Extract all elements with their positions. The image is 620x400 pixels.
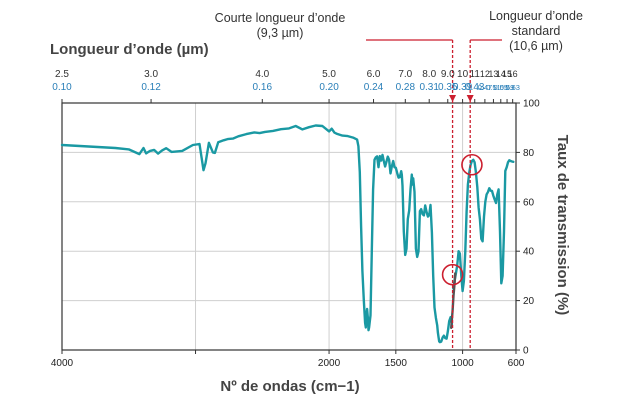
x-tick-label: 4000 [51,358,74,369]
top-tick-um-label: 3.0 [144,69,158,80]
y-tick-label: 80 [523,148,535,159]
grid [62,103,516,350]
top-tick-inv-label: 0.55 [493,83,508,92]
top-tick-um-label: 13 [488,69,498,79]
marker-label-1: standard [512,24,561,38]
y-tick-label: 40 [523,247,535,258]
top-tick-um-label: 15 [502,69,512,79]
spectrum-line-0 [60,124,454,344]
y-axis-title: Taux de transmission (%) [554,135,571,316]
top-tick-inv-label: 0.59 [500,83,515,92]
top-tick-um-label: 6.0 [367,69,381,80]
marker-arrow-1 [466,95,474,102]
top-tick-inv-label: 0.16 [253,82,273,93]
series-group [60,124,515,344]
plot-frame [61,102,517,351]
highlight-circle-1 [461,153,483,176]
top-tick-um-label: 11 [470,69,481,80]
top-tick-inv-label: 0.39 [453,82,473,93]
top-tick-um-label: 4.0 [255,69,269,80]
top-tick-um-label: 2.5 [55,69,69,80]
x-tick-label: 1000 [451,358,474,369]
marker-label-0: Courte longueur d’onde [215,11,346,25]
x-axis-title: Nº de ondas (cm−1) [220,378,359,395]
y-tick-label: 0 [523,346,529,357]
x-tick-label: 600 [508,358,525,369]
x-tick-label: 2000 [318,358,341,369]
top-tick-inv-label: 0.43 [465,82,485,93]
top-tick-um-label: 7.0 [398,69,412,80]
annotations: Courte longueur d’onde(9,3 µm) Longueur d… [215,9,583,350]
top-tick-um-label: 8.0 [422,69,436,80]
top-tick-inv-label: 0.47 [478,83,493,92]
top-tick-inv-label: 0.51 [486,83,501,92]
y-tick-label: 100 [523,99,540,110]
top-tick-inv-label: 0.63 [505,83,520,92]
marker-label-1: (10,6 µm) [509,39,563,53]
marker-arrow-0 [449,95,457,102]
top-tick-inv-label: 0.35 [438,82,458,93]
top-tick-um-label: 14 [496,69,506,79]
marker-label-0: (9,3 µm) [257,26,304,40]
top-tick-um-label: 12 [480,69,490,79]
top-tick-um-label: 9.0 [441,69,455,80]
highlight-circle-0 [441,263,464,286]
y-tick-label: 60 [523,197,535,208]
plot-border [61,102,517,351]
top-tick-inv-label: 0.24 [364,82,384,93]
marker-label-1: Longueur d’onde [489,9,583,23]
x-tick-label: 1500 [385,358,408,369]
top-tick-inv-label: 0.28 [396,82,416,93]
top-tick-inv-label: 0.10 [52,82,72,93]
top-axis-title: Longueur d’onde (µm) [50,41,209,58]
top-tick-um-label: 10 [457,69,469,80]
spectrum-line-1 [452,158,515,293]
top-tick-inv-label: 0.12 [141,82,161,93]
top-tick-inv-label: 0.20 [319,82,339,93]
top-tick-um-label: 16 [508,69,518,79]
top-tick-um-label: 5.0 [322,69,336,80]
top-tick-inv-label: 0.31 [419,82,439,93]
y-tick-label: 20 [523,296,535,307]
